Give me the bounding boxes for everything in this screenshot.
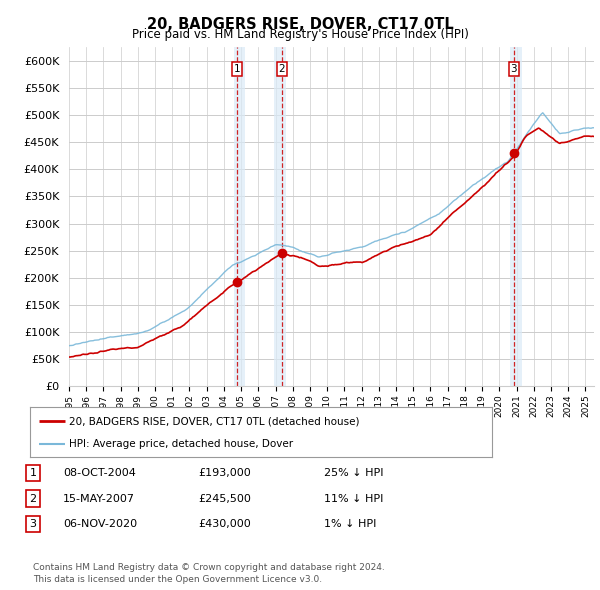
Text: 2: 2	[278, 64, 285, 74]
Text: 20, BADGERS RISE, DOVER, CT17 0TL (detached house): 20, BADGERS RISE, DOVER, CT17 0TL (detac…	[69, 416, 360, 426]
Text: 11% ↓ HPI: 11% ↓ HPI	[324, 494, 383, 503]
Bar	[274, 47, 286, 386]
Bar	[509, 47, 522, 386]
Text: 1% ↓ HPI: 1% ↓ HPI	[324, 519, 376, 529]
Text: £245,500: £245,500	[198, 494, 251, 503]
Text: 25% ↓ HPI: 25% ↓ HPI	[324, 468, 383, 478]
Text: Contains HM Land Registry data © Crown copyright and database right 2024.
This d: Contains HM Land Registry data © Crown c…	[33, 563, 385, 584]
Text: 15-MAY-2007: 15-MAY-2007	[63, 494, 135, 503]
Text: HPI: Average price, detached house, Dover: HPI: Average price, detached house, Dove…	[69, 439, 293, 449]
Text: £430,000: £430,000	[198, 519, 251, 529]
Text: 3: 3	[29, 519, 37, 529]
Text: £193,000: £193,000	[198, 468, 251, 478]
Text: Price paid vs. HM Land Registry's House Price Index (HPI): Price paid vs. HM Land Registry's House …	[131, 28, 469, 41]
Text: 1: 1	[29, 468, 37, 478]
Text: 3: 3	[511, 64, 517, 74]
Bar	[234, 47, 245, 386]
Text: 08-OCT-2004: 08-OCT-2004	[63, 468, 136, 478]
Text: 1: 1	[234, 64, 241, 74]
Text: 2: 2	[29, 494, 37, 503]
Text: 20, BADGERS RISE, DOVER, CT17 0TL: 20, BADGERS RISE, DOVER, CT17 0TL	[146, 17, 454, 31]
Text: 06-NOV-2020: 06-NOV-2020	[63, 519, 137, 529]
